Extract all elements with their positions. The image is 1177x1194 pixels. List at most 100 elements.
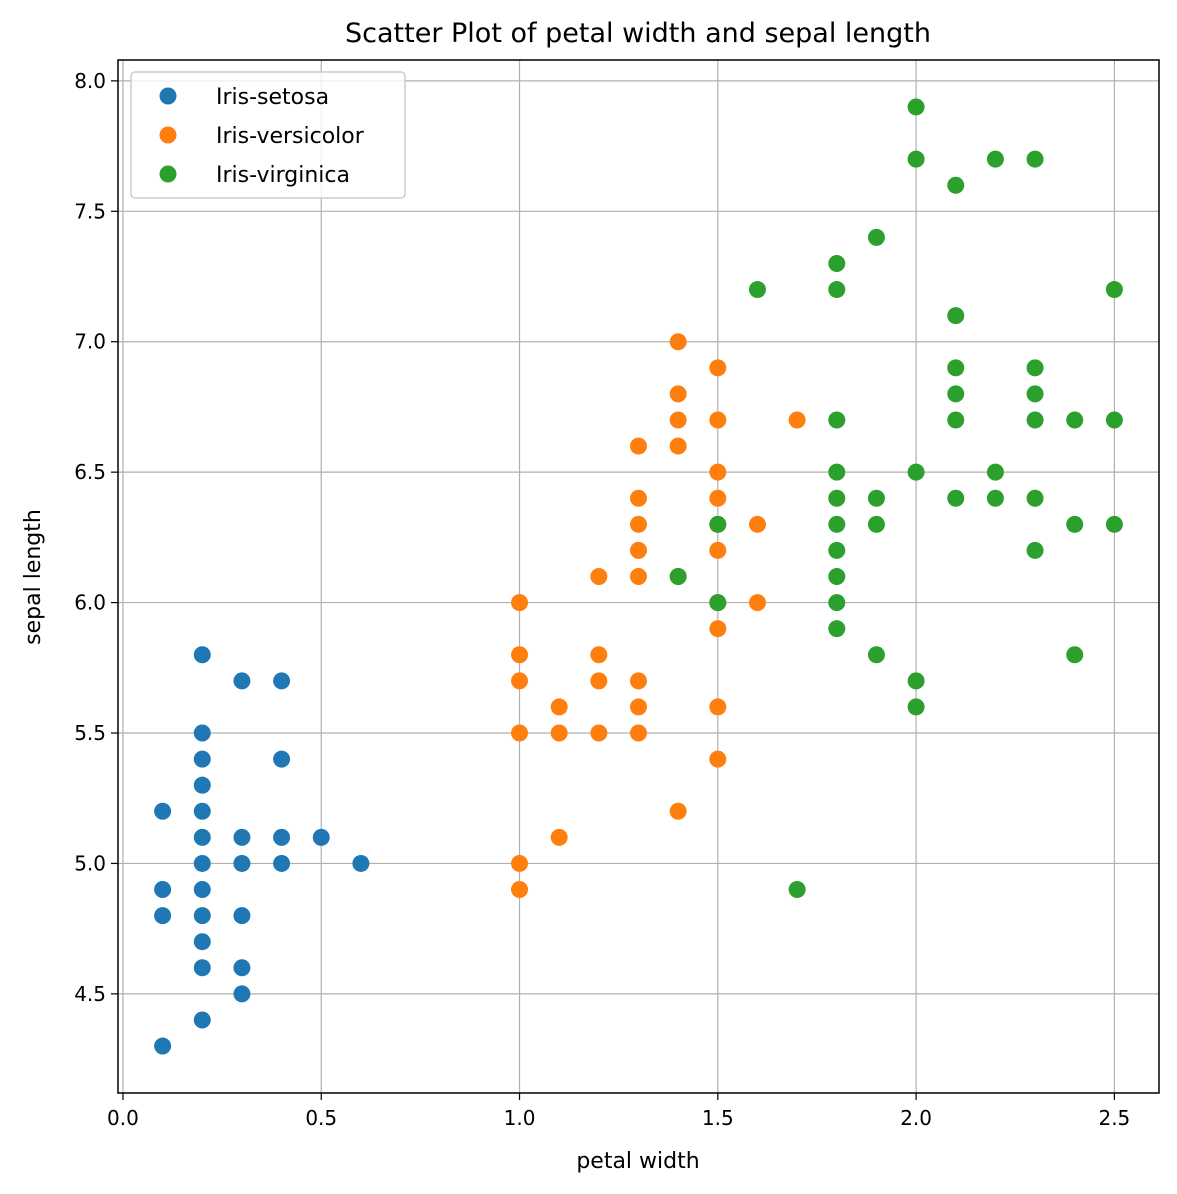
data-point	[630, 724, 647, 742]
y-tick-label: 6.5	[74, 460, 106, 484]
data-point	[669, 802, 687, 820]
data-point	[511, 672, 529, 690]
y-tick-label: 5.5	[74, 721, 106, 745]
data-point	[1026, 541, 1044, 559]
x-axis-ticks: 0.0 0.5 1.0 1.5 2.0 2.5	[107, 1093, 1130, 1130]
data-point	[233, 959, 251, 977]
y-tick-label: 5.0	[74, 851, 106, 875]
data-point	[867, 489, 885, 507]
data-point	[867, 646, 885, 664]
data-point	[511, 594, 529, 612]
data-point	[947, 489, 965, 507]
data-point	[193, 881, 211, 899]
data-point	[828, 515, 846, 533]
data-point	[907, 98, 925, 116]
data-point	[907, 698, 925, 716]
data-point	[154, 802, 172, 820]
data-point	[828, 281, 846, 299]
data-point	[709, 698, 727, 716]
legend: Iris-setosa Iris-versicolor Iris-virginica	[130, 71, 406, 199]
x-axis-label: petal width	[576, 1149, 699, 1174]
data-point	[709, 359, 727, 377]
x-tick-label: 1.0	[504, 1106, 536, 1130]
x-tick-label: 0.5	[305, 1106, 337, 1130]
data-point	[947, 385, 965, 403]
x-tick-label: 0.0	[107, 1106, 139, 1130]
data-point	[1105, 281, 1123, 299]
data-point	[312, 828, 330, 846]
data-point	[193, 802, 211, 820]
data-point	[828, 489, 846, 507]
data-point	[709, 489, 727, 507]
data-point	[669, 411, 687, 429]
data-point	[669, 385, 687, 403]
data-point	[788, 411, 806, 429]
data-point	[669, 333, 687, 351]
data-point	[550, 724, 568, 742]
data-point	[550, 828, 568, 846]
data-point	[233, 985, 251, 1003]
series-iris-virginica	[669, 98, 1123, 899]
data-point	[1105, 515, 1123, 533]
data-point	[154, 881, 172, 899]
legend-box	[130, 71, 406, 199]
data-point	[233, 672, 251, 690]
data-point	[709, 750, 727, 768]
data-point	[273, 828, 291, 846]
data-point	[828, 568, 846, 585]
data-point	[1066, 515, 1084, 533]
data-point	[709, 620, 727, 638]
data-point	[590, 724, 608, 742]
legend-marker	[159, 87, 177, 105]
data-point	[193, 776, 211, 794]
data-point	[193, 724, 211, 742]
grid-lines	[118, 60, 1159, 1093]
data-point	[1105, 411, 1123, 429]
data-point	[828, 594, 846, 612]
data-point	[630, 489, 647, 507]
legend-label: Iris-setosa	[216, 85, 329, 110]
x-tick-label: 2.5	[1098, 1106, 1130, 1130]
legend-marker	[159, 165, 177, 183]
data-point	[828, 411, 846, 429]
data-point	[630, 541, 647, 559]
data-point	[669, 568, 687, 585]
data-point	[907, 672, 925, 690]
data-point	[1026, 359, 1044, 377]
data-point	[590, 672, 608, 690]
data-point	[867, 228, 885, 246]
data-point	[590, 646, 608, 664]
data-point	[193, 959, 211, 977]
data-point	[233, 828, 251, 846]
legend-label: Iris-virginica	[216, 163, 350, 188]
data-point	[748, 594, 766, 612]
data-point	[154, 1037, 172, 1055]
data-point	[630, 672, 647, 690]
data-point	[828, 541, 846, 559]
data-point	[233, 907, 251, 925]
data-point	[511, 854, 529, 872]
data-point	[907, 463, 925, 481]
data-point	[669, 437, 687, 455]
data-point	[630, 568, 647, 585]
data-point	[511, 724, 529, 742]
data-point	[828, 463, 846, 481]
data-point	[709, 541, 727, 559]
series-iris-setosa	[154, 646, 370, 1055]
data-points	[154, 98, 1123, 1055]
data-point	[550, 698, 568, 716]
legend-marker	[159, 126, 177, 144]
data-point	[154, 907, 172, 925]
plot-frame	[117, 59, 1160, 1094]
data-point	[273, 750, 291, 768]
data-point	[709, 411, 727, 429]
data-point	[511, 646, 529, 664]
y-axis-ticks: 4.5 5.0 5.5 6.0 6.5 7.0 7.5 8.0	[74, 69, 118, 1006]
data-point	[511, 881, 529, 899]
data-point	[1026, 489, 1044, 507]
data-point	[193, 933, 211, 951]
data-point	[630, 698, 647, 716]
data-point	[709, 515, 727, 533]
data-point	[947, 411, 965, 429]
